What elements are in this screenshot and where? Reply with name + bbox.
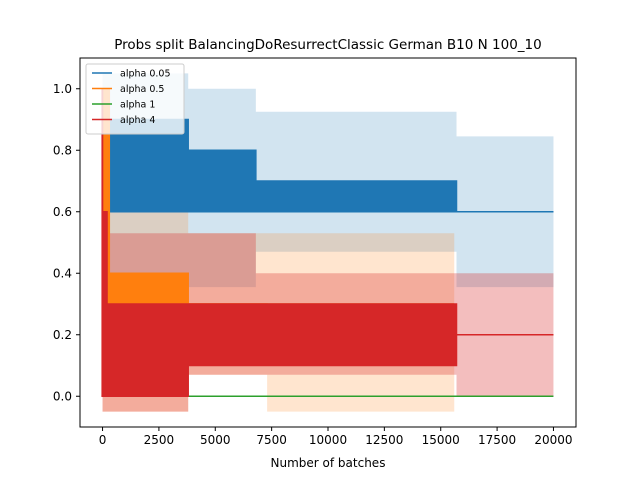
x-tick-label: 2500 <box>144 433 175 447</box>
legend-label: alpha 4 <box>120 115 155 126</box>
x-tick-label: 5000 <box>200 433 231 447</box>
band-series-0-0 <box>102 73 554 288</box>
y-tick-label: 0.0 <box>53 389 72 403</box>
x-tick-label: 10000 <box>309 433 347 447</box>
x-tick-label: 15000 <box>422 433 460 447</box>
x-tick-label: 0 <box>99 433 107 447</box>
legend-label: alpha 0.5 <box>120 84 164 95</box>
x-tick-label: 17500 <box>478 433 516 447</box>
fill-series-3 <box>101 88 554 397</box>
y-tick-label: 0.8 <box>53 143 72 157</box>
legend-label: alpha 0.05 <box>120 69 171 80</box>
x-tick-label: 12500 <box>365 433 403 447</box>
x-axis: 0 2500 5000 7500 10000 12500 15000 17500 20000 <box>99 427 573 447</box>
y-tick-label: 0.2 <box>53 328 72 342</box>
y-tick-label: 1.0 <box>53 82 72 96</box>
y-tick-label: 0.4 <box>53 266 72 280</box>
y-tick-label: 0.6 <box>53 205 72 219</box>
x-tick-label: 20000 <box>534 433 572 447</box>
plot-area <box>101 73 554 412</box>
legend: alpha 0.05 alpha 0.5 alpha 1 alpha 4 <box>85 63 185 135</box>
legend-box <box>85 63 185 135</box>
legend-label: alpha 1 <box>120 100 155 111</box>
x-axis-label: Number of batches <box>271 456 386 470</box>
x-tick-label: 7500 <box>256 433 287 447</box>
y-axis: 0.0 0.2 0.4 0.6 0.8 1.0 <box>53 82 80 403</box>
chart-title: Probs split BalancingDoResurrectClassic … <box>114 37 541 53</box>
line-series-3-1 <box>101 334 554 397</box>
